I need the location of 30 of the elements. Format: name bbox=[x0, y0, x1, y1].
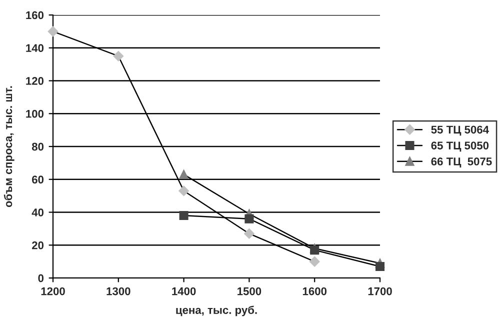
legend-label: 65 ТЦ 5050 bbox=[431, 142, 489, 152]
y-tick-label: 60 bbox=[32, 176, 44, 184]
point bbox=[113, 50, 124, 62]
y-tick-label: 140 bbox=[26, 44, 44, 52]
y-tick-label: 120 bbox=[26, 77, 44, 85]
x-tick-label: 1500 bbox=[238, 287, 262, 296]
y-tick-label: 20 bbox=[32, 241, 44, 250]
y-tick-label: 40 bbox=[32, 208, 44, 216]
x-tick-label: 1300 bbox=[106, 287, 130, 296]
y-tick-label: 80 bbox=[32, 142, 44, 151]
point bbox=[244, 214, 254, 224]
point bbox=[375, 262, 385, 272]
point bbox=[309, 256, 320, 267]
legend-label: 66 ТЦ 5075 bbox=[431, 158, 492, 168]
point bbox=[244, 228, 254, 239]
y-tick-label: 0 bbox=[38, 274, 44, 282]
point bbox=[310, 246, 320, 255]
point bbox=[178, 186, 189, 196]
x-tick-label: 1400 bbox=[172, 287, 196, 296]
point bbox=[179, 211, 188, 220]
x-tick-label: 1600 bbox=[302, 287, 327, 296]
point bbox=[48, 26, 58, 37]
legend-label: 55 ТЦ 5064 bbox=[431, 126, 489, 136]
x-tick-label: 1200 bbox=[41, 287, 65, 296]
y-tick-label: 160 bbox=[26, 11, 44, 20]
x-tick-label: 1700 bbox=[368, 287, 392, 296]
y-axis-title: объм спроса, тыс. шт. bbox=[4, 86, 14, 208]
y-tick-label: 100 bbox=[26, 110, 44, 118]
x-axis-title: цена, тыс. руб. bbox=[176, 306, 257, 316]
point bbox=[179, 170, 188, 179]
